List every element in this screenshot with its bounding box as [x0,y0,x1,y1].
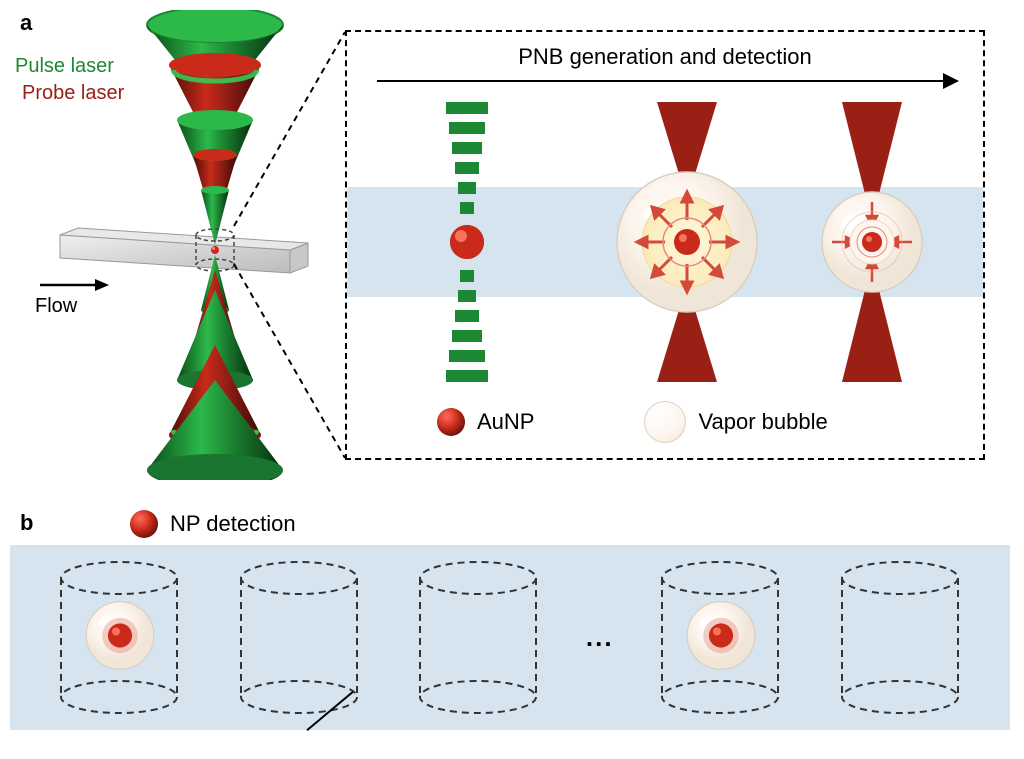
detection-cylinder [648,560,793,715]
legend-aunp-label: AuNP [477,409,534,435]
bubble-in-cylinder [684,599,757,677]
legend-aunp: AuNP [437,408,534,436]
flow-label: Flow [35,295,77,318]
diagram-container: a Pulse laser Probe laser [0,0,1024,759]
bubble-in-cylinder [84,599,157,677]
detection-strip: ... [10,545,1010,730]
vapor-bubble-icon [644,401,686,443]
panel-b-label: b [20,510,33,536]
detail-box: PNB generation and detection [345,30,985,460]
stage-bubble-expansion [597,102,777,382]
legend-bubble-label: Vapor bubble [698,409,827,435]
laser-focus-setup [50,10,330,480]
detection-cylinder [828,560,973,715]
aunp-icon [130,510,158,538]
panel-a-label: a [20,10,32,36]
stage-pulse-excitation [417,102,517,382]
np-detection-text: NP detection [170,511,296,537]
aunp-icon [437,408,465,436]
legend: AuNP Vapor bubble [437,401,828,443]
detail-title: PNB generation and detection [518,44,812,70]
detection-cylinder [406,560,551,715]
ellipsis: ... [586,622,614,653]
timeline-arrow-icon [377,80,957,82]
flow-arrow-icon [35,275,115,295]
np-detection-label: NP detection [130,510,296,538]
stage-bubble-collapse [797,102,947,382]
legend-bubble: Vapor bubble [644,401,827,443]
detection-cylinder [47,560,192,715]
